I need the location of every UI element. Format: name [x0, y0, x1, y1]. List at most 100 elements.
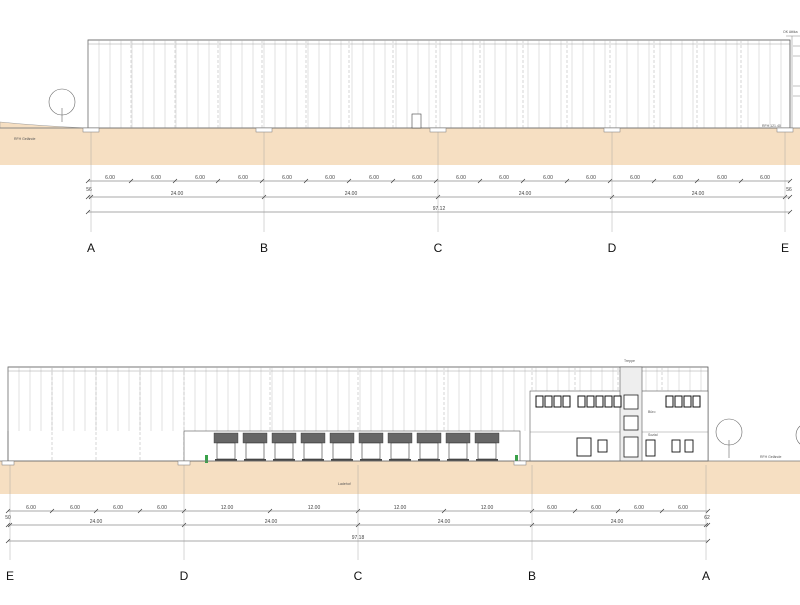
- office-window: [586, 395, 595, 408]
- bottom-green-marker: [515, 455, 518, 463]
- dim-tick: [651, 178, 657, 184]
- footing: [177, 460, 191, 466]
- top-bay-label: 6.00: [673, 175, 683, 181]
- top-bay-label: 6.00: [456, 175, 466, 181]
- bottom-bay-label: 6.00: [678, 505, 688, 511]
- bottom-tree-icon-partial: [795, 425, 800, 445]
- bottom-group-label: 24.00: [438, 519, 451, 525]
- dock-door: [477, 442, 497, 460]
- top-axis-label: D: [608, 241, 617, 255]
- top-bay-label: 6.00: [151, 175, 161, 181]
- bottom-bay-label: 6.00: [547, 505, 557, 511]
- dock-leveler: [389, 459, 411, 461]
- dim-tick: [172, 178, 178, 184]
- bottom-group-label: 24.00: [611, 519, 624, 525]
- top-group-label: 24.00: [171, 191, 184, 197]
- dim-tick: [267, 508, 273, 514]
- dock-shelter: [213, 432, 239, 444]
- top-axis-label: B: [260, 241, 268, 255]
- bottom-axis-label: E: [6, 569, 14, 583]
- top-axis-label: A: [87, 241, 95, 255]
- top-terrain-slope: [0, 121, 89, 129]
- top-facade-door: [411, 113, 422, 129]
- dock-door: [245, 442, 265, 460]
- dim-tick: [787, 209, 793, 215]
- office-window: [562, 395, 571, 408]
- top-bay-label: 6.00: [499, 175, 509, 181]
- top-bay-label: 6.00: [630, 175, 640, 181]
- top-bay-label: 6.00: [717, 175, 727, 181]
- bottom-tower-note: Treppe: [624, 359, 635, 363]
- top-group-label: 24.00: [692, 191, 705, 197]
- dim-tick: [5, 508, 11, 514]
- office-window: [595, 395, 604, 408]
- dim-tick: [659, 508, 665, 514]
- dim-tick: [128, 178, 134, 184]
- dim-tick: [85, 194, 91, 200]
- dock-leveler: [215, 459, 237, 461]
- dock-door: [448, 442, 468, 460]
- office-window: [535, 395, 544, 408]
- bottom-footings: [1, 460, 527, 466]
- top-group-label: 24.00: [345, 191, 358, 197]
- bottom-bay-label: 12.00: [308, 505, 321, 511]
- dock-door: [390, 442, 410, 460]
- top-bay-label: 6.00: [325, 175, 335, 181]
- dock-leveler: [476, 459, 498, 461]
- dock-leveler: [302, 459, 324, 461]
- bottom-office-windows: [535, 395, 701, 457]
- dim-tick: [705, 522, 711, 528]
- top-bay-label: 6.00: [760, 175, 770, 181]
- top-total-label: 97.12: [433, 206, 446, 212]
- dock-leveler: [331, 459, 353, 461]
- bottom-bay-label: 6.00: [113, 505, 123, 511]
- dock-shelter: [271, 432, 297, 444]
- office-window: [553, 395, 562, 408]
- top-bay-label: 6.00: [369, 175, 379, 181]
- dim-tick: [433, 178, 439, 184]
- dock-shelter: [387, 432, 413, 444]
- top-tree-icon: [48, 88, 76, 122]
- bottom-end-right-label: 62: [704, 515, 710, 521]
- dock-door: [216, 442, 236, 460]
- bottom-ground-band: [0, 461, 800, 494]
- dock-leveler: [244, 459, 266, 461]
- bottom-total-label: 97.18: [352, 535, 365, 541]
- bottom-loading-note: Ladehof: [338, 482, 351, 486]
- bottom-tree-icon: [715, 418, 743, 458]
- dim-tick: [346, 178, 352, 184]
- office-window: [683, 395, 692, 408]
- dim-tick: [705, 538, 711, 544]
- dim-tick: [137, 508, 143, 514]
- top-ground-band: [0, 128, 800, 165]
- bottom-loading-docks: [213, 432, 500, 461]
- office-window: [671, 439, 681, 453]
- office-window: [544, 395, 553, 408]
- bottom-bay-label: 6.00: [591, 505, 601, 511]
- dim-tick: [705, 508, 711, 514]
- dock-leveler: [447, 459, 469, 461]
- dim-tick: [85, 209, 91, 215]
- dim-tick: [303, 178, 309, 184]
- top-bay-label: 6.00: [543, 175, 553, 181]
- footing: [1, 460, 15, 466]
- dock-door: [303, 442, 323, 460]
- office-window: [665, 395, 674, 408]
- bottom-bay-label: 6.00: [26, 505, 36, 511]
- bottom-bay-label: 6.00: [70, 505, 80, 511]
- top-bay-label: 6.00: [282, 175, 292, 181]
- dock-shelter: [445, 432, 471, 444]
- dim-tick: [477, 178, 483, 184]
- dim-tick: [390, 178, 396, 184]
- dim-tick: [787, 178, 793, 184]
- bottom-axis-label: A: [702, 569, 710, 583]
- office-window: [645, 439, 656, 457]
- bottom-axis-label: B: [528, 569, 536, 583]
- office-window: [597, 439, 608, 453]
- office-window: [613, 395, 622, 408]
- dock-door: [274, 442, 294, 460]
- top-axis-label: E: [781, 241, 789, 255]
- dock-shelter: [300, 432, 326, 444]
- bottom-bay-label: 12.00: [221, 505, 234, 511]
